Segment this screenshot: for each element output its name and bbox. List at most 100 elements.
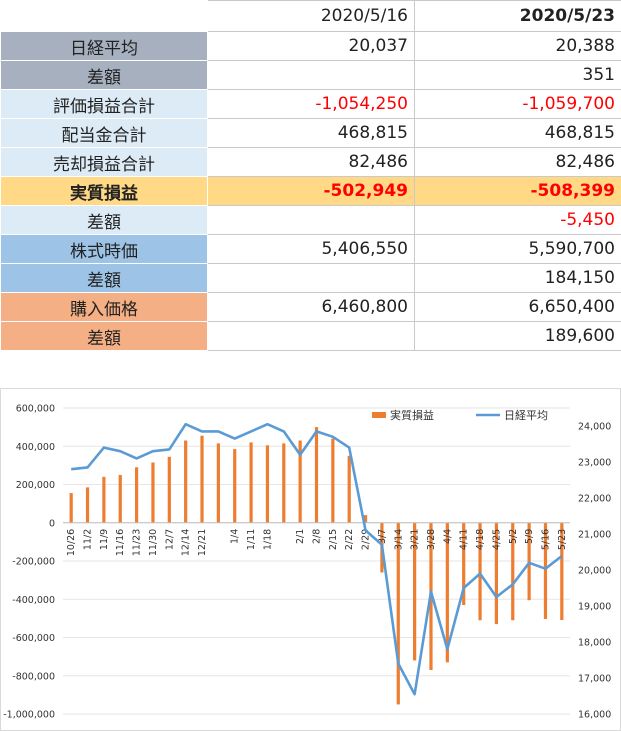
x-tick-label: 1/11: [246, 529, 257, 550]
table-row: 売却損益合計 82,486 82,486: [0, 147, 621, 177]
y-right-tick-label: 17,000: [578, 674, 611, 685]
table-row: 差額 351: [0, 60, 621, 90]
row-value-1: [207, 205, 415, 235]
y-right-tick-label: 18,000: [578, 638, 611, 649]
row-value-1: 5,406,550: [207, 234, 415, 264]
combo-chart: 600,000 400,000 200,000 0 -200,000 -400,000 -6…: [0, 388, 621, 731]
x-tick-label: 11/9: [99, 529, 110, 550]
x-tick-label: 4/4: [442, 529, 453, 544]
summary-table: 2020/5/16 2020/5/23 日経平均 20,037 20,388 差…: [0, 0, 621, 351]
x-tick-label: 5/9: [524, 529, 535, 544]
bar: [184, 440, 188, 523]
bar: [85, 487, 90, 523]
x-tick-label: 1/4: [230, 529, 241, 544]
x-tick-label: 2/22: [344, 529, 355, 550]
x-tick-label: 4/11: [459, 529, 470, 550]
x-tick-label: 11/23: [132, 529, 143, 556]
x-tick-label: 5/23: [557, 529, 568, 550]
row-label: 配当金合計: [0, 118, 208, 148]
header-empty-cell: [0, 0, 208, 32]
x-tick-label: 10/26: [66, 529, 77, 556]
row-value-1: -502,949: [207, 176, 415, 206]
row-label: 売却損益合計: [0, 147, 208, 177]
bar: [494, 522, 499, 625]
table-row: 日経平均 20,037 20,388: [0, 31, 621, 61]
x-tick-label: 12/7: [164, 529, 175, 550]
bar: [413, 522, 417, 661]
bar: [462, 522, 466, 605]
x-tick-label: 2/15: [328, 529, 339, 550]
table-header-row: 2020/5/16 2020/5/23: [0, 0, 621, 32]
table-row: 購入価格 6,460,800 6,650,400: [0, 292, 621, 322]
row-value-1: 20,037: [207, 31, 415, 61]
table-row: 差額 184,150: [0, 263, 621, 293]
row-value-2: 6,650,400: [414, 292, 621, 322]
row-value-1: 468,815: [207, 118, 415, 148]
row-value-1: [207, 60, 415, 90]
y-right-tick-label: 23,000: [578, 458, 611, 469]
bar: [445, 522, 449, 663]
nikkei-line: [71, 422, 563, 696]
legend-bar-swatch: [372, 412, 386, 418]
row-value-2: -1,059,700: [414, 89, 621, 119]
row-value-2: 351: [414, 60, 621, 90]
y-left-tick-label: 0: [49, 518, 55, 529]
bar: [134, 467, 139, 523]
bar: [543, 522, 548, 619]
bar: [314, 427, 319, 523]
y-left-tick-label: -200,000: [12, 557, 55, 568]
row-label: 差額: [0, 60, 208, 90]
bar: [102, 476, 106, 523]
bar: [233, 449, 237, 523]
row-value-1: 6,460,800: [207, 292, 415, 322]
x-tick-label: 1/18: [262, 529, 273, 550]
row-label: 差額: [0, 263, 208, 293]
y-left-tick-label: -800,000: [12, 671, 55, 682]
y-right-tick-label: 16,000: [578, 710, 611, 721]
bar: [282, 443, 286, 523]
bar: [249, 442, 253, 523]
bar: [511, 522, 515, 621]
bar: [216, 443, 220, 523]
bar: [298, 440, 302, 523]
table-row: 配当金合計 468,815 468,815: [0, 118, 621, 148]
row-label: 購入価格: [0, 292, 208, 322]
bar: [396, 522, 400, 705]
bar: [527, 522, 531, 601]
y-left-tick-label: 600,000: [16, 404, 55, 415]
table-row: 差額 189,600: [0, 321, 621, 351]
x-tick-label: 3/28: [426, 529, 437, 550]
bar: [69, 493, 73, 523]
row-label: 差額: [0, 321, 208, 351]
row-label: 株式時価: [0, 234, 208, 264]
x-tick-label: 11/2: [83, 529, 94, 550]
x-tick-label: 4/18: [475, 529, 486, 550]
x-tick-label: 2/29: [361, 529, 372, 550]
legend-label: 実質損益: [390, 408, 434, 422]
x-tick-label: 4/25: [491, 529, 502, 550]
x-tick-label: 3/14: [393, 529, 404, 550]
row-value-2: -5,450: [414, 205, 621, 235]
row-value-2: -508,399: [414, 176, 621, 206]
header-date-2: 2020/5/23: [414, 0, 621, 32]
row-value-2: 82,486: [414, 147, 621, 177]
bar: [347, 455, 351, 523]
table-row: 株式時価 5,406,550 5,590,700: [0, 234, 621, 264]
y-left-tick-label: -600,000: [12, 633, 55, 644]
row-label: 差額: [0, 205, 208, 235]
bar: [167, 456, 171, 523]
bar: [200, 435, 204, 523]
x-tick-label: 3/7: [377, 529, 388, 544]
y-right-tick-label: 19,000: [578, 602, 611, 613]
row-value-2: 5,590,700: [414, 234, 621, 264]
y-left-tick-label: -400,000: [12, 595, 55, 606]
row-value-1: 82,486: [207, 147, 415, 177]
bar: [151, 462, 155, 523]
y-left-tick-label: 400,000: [16, 442, 55, 453]
bar: [331, 438, 335, 523]
x-tick-label: 11/30: [148, 529, 159, 556]
row-value-1: [207, 321, 415, 351]
chart-border: [0, 388, 621, 731]
row-value-2: 189,600: [414, 321, 621, 351]
bar: [478, 522, 482, 621]
